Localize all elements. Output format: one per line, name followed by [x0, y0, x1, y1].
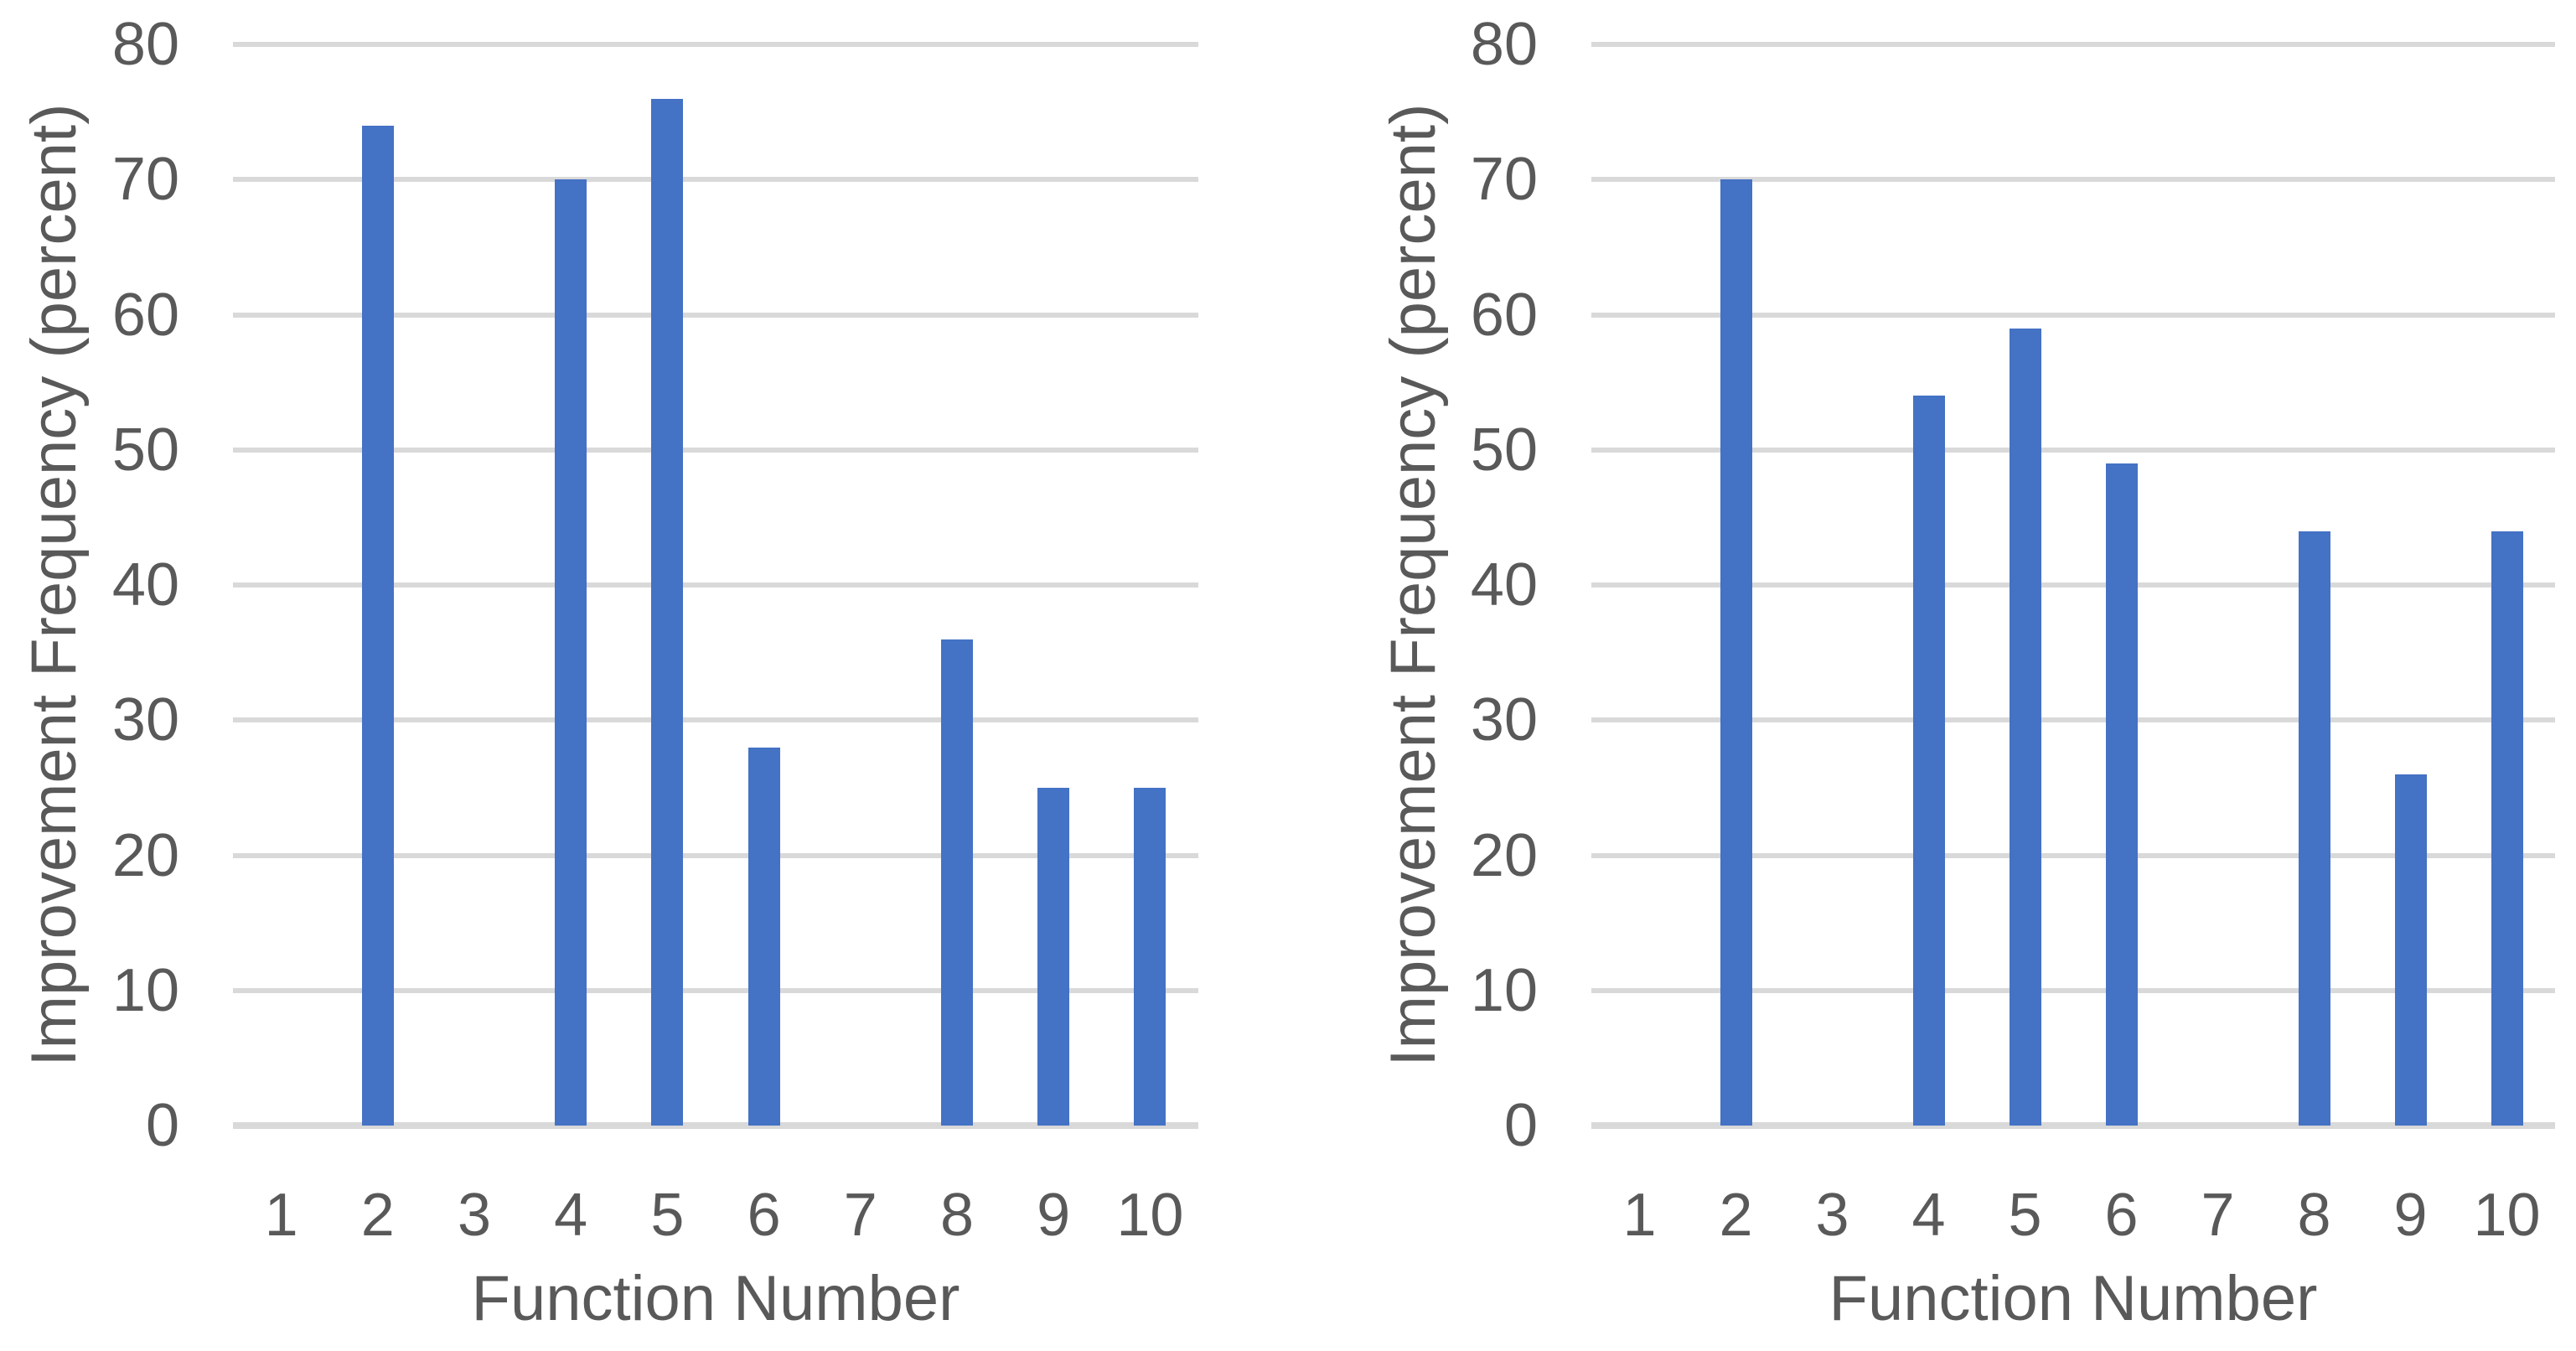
x-tick-label: 5	[650, 1182, 685, 1249]
bar-fn-8	[941, 639, 973, 1126]
y-tick-label: 20	[111, 821, 179, 889]
y-tick-label: 80	[1470, 11, 1538, 78]
y-tick-label: 20	[1470, 821, 1538, 889]
y-tick-label: 60	[111, 281, 179, 349]
x-axis-tick-labels: 1 2 3 4 5 6 7 8 9 10	[233, 1173, 1198, 1249]
y-tick-label: 0	[145, 1092, 179, 1159]
x-tick-label: 8	[939, 1182, 975, 1249]
gridline	[1591, 177, 2555, 183]
bar-fn-5	[2009, 328, 2041, 1126]
x-tick-label: 2	[360, 1182, 395, 1249]
gridline	[1591, 582, 2555, 588]
x-tick-label: 10	[2473, 1182, 2541, 1249]
x-tick-label: 5	[2008, 1182, 2042, 1249]
y-tick-label: 70	[111, 146, 179, 214]
x-tick-label: 4	[1911, 1182, 1946, 1249]
bar-chart-right: Improvement Frequency (percent) 0 10 20 30 4…	[1288, 0, 2576, 1351]
y-tick-label: 50	[111, 416, 179, 484]
gridline	[233, 447, 1198, 453]
y-tick-label: 40	[1470, 551, 1538, 619]
gridline	[233, 177, 1198, 183]
x-tick-label: 1	[1622, 1182, 1657, 1249]
gridline	[233, 987, 1198, 993]
plot-area	[1591, 42, 2555, 1129]
y-tick-label: 0	[1503, 1092, 1538, 1159]
bar-fn-2	[361, 125, 394, 1126]
gridline	[1591, 717, 2555, 723]
y-tick-label: 40	[111, 551, 179, 619]
x-tick-label: 1	[264, 1182, 298, 1249]
bar-fn-6	[2105, 463, 2138, 1126]
gridline	[233, 42, 1198, 47]
y-tick-label: 30	[1470, 686, 1538, 754]
x-axis-line	[233, 1122, 1198, 1129]
bar-fn-10	[1134, 787, 1166, 1126]
x-axis-line	[1591, 1122, 2555, 1129]
y-axis-tick-labels: 0 10 20 30 40 50 60 70 80	[12, 14, 179, 1156]
gridline	[1591, 852, 2555, 858]
x-tick-label: 4	[554, 1182, 588, 1249]
x-tick-label: 6	[747, 1182, 781, 1249]
x-tick-label: 8	[2297, 1182, 2331, 1249]
x-axis-title: Function Number	[471, 1263, 960, 1334]
y-tick-label: 60	[1470, 281, 1538, 349]
x-tick-label: 3	[457, 1182, 492, 1249]
x-tick-label: 9	[2393, 1182, 2428, 1249]
gridline	[233, 852, 1198, 858]
x-tick-label: 9	[1037, 1182, 1071, 1249]
bar-fn-4	[1912, 396, 1945, 1126]
gridline	[233, 582, 1198, 588]
x-tick-label: 10	[1116, 1182, 1184, 1249]
bar-fn-8	[2298, 531, 2330, 1126]
y-tick-label: 50	[1470, 416, 1538, 484]
x-tick-label: 2	[1719, 1182, 1753, 1249]
bar-fn-4	[555, 179, 587, 1126]
gridline	[233, 312, 1198, 318]
x-axis-title: Function Number	[1829, 1263, 2318, 1334]
y-tick-label: 30	[111, 686, 179, 754]
gridline	[1591, 42, 2555, 47]
y-tick-label: 10	[111, 956, 179, 1024]
bar-fn-6	[747, 747, 780, 1126]
plot-area	[233, 42, 1198, 1129]
gridline	[1591, 987, 2555, 993]
x-tick-label: 7	[2201, 1182, 2235, 1249]
x-tick-label: 7	[843, 1182, 877, 1249]
bar-fn-9	[1037, 787, 1070, 1126]
bar-fn-2	[1720, 179, 1752, 1126]
x-axis-tick-labels: 1 2 3 4 5 6 7 8 9 10	[1591, 1173, 2555, 1249]
gridline	[233, 717, 1198, 723]
gridline	[1591, 447, 2555, 453]
bar-chart-left: Improvement Frequency (percent) 0 10 20 30 4…	[12, 14, 1198, 1334]
x-tick-label: 6	[2104, 1182, 2139, 1249]
y-tick-label: 80	[111, 11, 179, 78]
x-tick-label: 3	[1815, 1182, 1849, 1249]
y-tick-label: 70	[1470, 146, 1538, 214]
bar-fn-5	[651, 98, 684, 1126]
bar-fn-10	[2491, 531, 2523, 1126]
gridline	[1591, 312, 2555, 318]
bar-fn-9	[2394, 774, 2427, 1126]
y-tick-label: 10	[1470, 956, 1538, 1024]
y-axis-tick-labels: 0 10 20 30 40 50 60 70 80	[1370, 14, 1538, 1156]
